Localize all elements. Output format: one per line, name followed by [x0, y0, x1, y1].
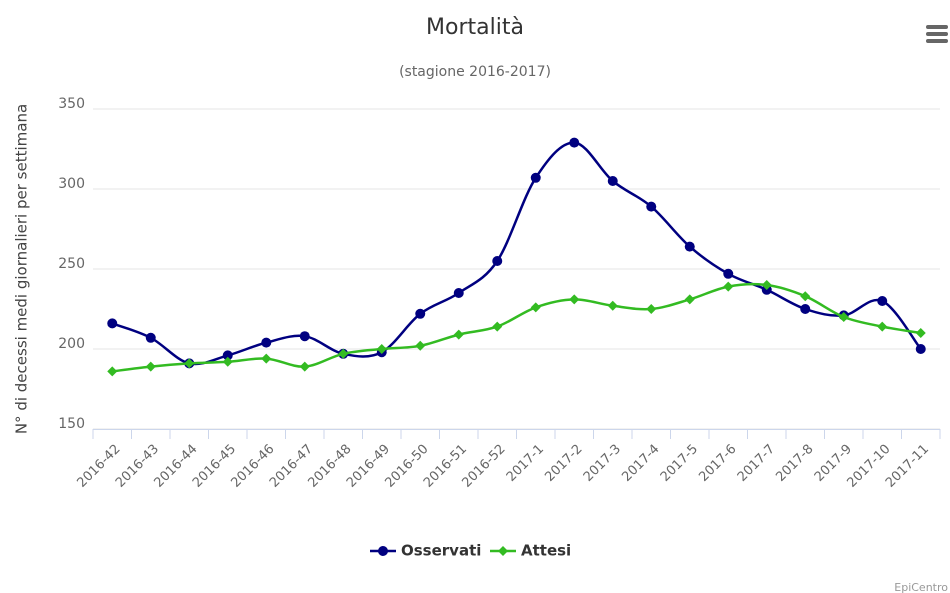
- x-tick-label: 2017-4: [619, 442, 662, 485]
- legend-label[interactable]: Attesi: [521, 542, 571, 560]
- y-axis-label: N° di decessi medi giornalieri per setti…: [13, 104, 31, 434]
- y-tick-label: 350: [58, 96, 85, 112]
- point: [684, 294, 695, 305]
- point: [299, 331, 310, 342]
- point: [723, 281, 734, 292]
- menu-bar: [926, 32, 948, 36]
- menu-bar: [926, 39, 948, 43]
- x-tick-label: 2017-1: [504, 442, 547, 485]
- point: [915, 344, 926, 354]
- point: [607, 300, 618, 311]
- point: [915, 328, 926, 338]
- point: [299, 361, 310, 372]
- y-tick-label: 200: [58, 336, 85, 352]
- point: [453, 329, 464, 340]
- point: [261, 337, 272, 348]
- point: [684, 241, 695, 252]
- x-tick-label: 2017-7: [735, 442, 778, 485]
- point: [498, 546, 508, 556]
- x-tick-label: 2017-5: [658, 442, 701, 485]
- x-tick-label: 2017-3: [581, 442, 624, 485]
- chart-title: Mortalità: [426, 15, 524, 40]
- point: [492, 256, 503, 266]
- point: [492, 321, 503, 332]
- point: [530, 302, 541, 313]
- y-tick-label: 300: [58, 176, 85, 192]
- point: [415, 308, 426, 319]
- point: [646, 201, 657, 212]
- menu-button[interactable]: [926, 25, 948, 43]
- y-tick-label: 150: [58, 416, 85, 432]
- point: [838, 312, 849, 322]
- point: [222, 350, 233, 361]
- point: [877, 296, 888, 306]
- x-tick-label: 2017-2: [542, 442, 585, 485]
- point: [145, 361, 156, 372]
- point: [800, 304, 811, 314]
- chart-subtitle: (stagione 2016-2017): [399, 64, 551, 80]
- x-tick-label: 2016-52: [460, 442, 509, 491]
- point: [607, 176, 618, 186]
- point: [569, 294, 580, 305]
- point: [530, 172, 541, 183]
- point: [877, 321, 888, 332]
- point: [378, 546, 388, 556]
- point: [723, 268, 734, 279]
- credits[interactable]: EpiCentro: [894, 581, 948, 593]
- series-line: [111, 141, 922, 366]
- point: [107, 366, 118, 377]
- point: [646, 304, 657, 314]
- point: [145, 332, 156, 343]
- point: [453, 288, 464, 298]
- point: [107, 318, 118, 329]
- legend-label[interactable]: Osservati: [401, 542, 481, 560]
- x-tick-label: 2017-8: [773, 442, 816, 485]
- point: [184, 358, 195, 369]
- point: [800, 291, 811, 302]
- point: [338, 348, 349, 359]
- y-tick-label: 250: [58, 256, 85, 272]
- x-tick-label: 2017-6: [696, 442, 739, 485]
- menu-bar: [926, 25, 948, 29]
- point: [415, 340, 426, 351]
- point: [761, 280, 772, 290]
- point: [569, 137, 580, 148]
- point: [222, 356, 233, 367]
- point: [261, 353, 272, 364]
- point: [376, 344, 387, 354]
- series-line: [112, 282, 921, 373]
- x-tick-label: 2017-11: [883, 442, 932, 491]
